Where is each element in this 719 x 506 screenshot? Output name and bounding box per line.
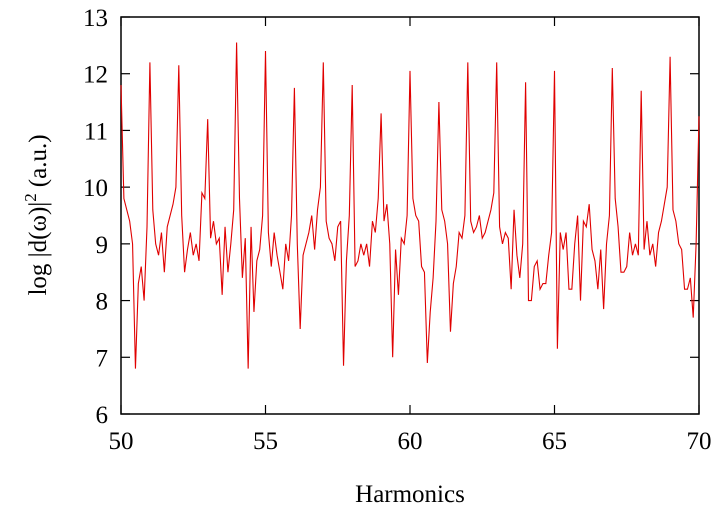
x-axis-label: Harmonics	[355, 481, 465, 506]
series-line-0	[120, 42, 700, 369]
y-tick-label: 9	[96, 232, 109, 259]
y-tick-label: 12	[83, 62, 108, 89]
x-tick-label: 70	[687, 428, 712, 455]
y-axis-label-unit: (a.u.)	[25, 134, 52, 187]
y-tick-label: 7	[96, 345, 109, 372]
y-axis-label-exponent: 2	[21, 193, 40, 202]
series-layer	[120, 42, 700, 369]
y-tick-label: 8	[96, 289, 109, 316]
x-tick-label: 55	[253, 428, 278, 455]
axis-ticks	[120, 16, 700, 415]
y-tick-label: 6	[96, 402, 109, 429]
y-tick-label: 10	[83, 175, 108, 202]
y-tick-label: 13	[83, 5, 108, 32]
y-tick-label: 11	[84, 118, 108, 145]
y-axis-label: log |d(ω)|2 (a.u.)	[21, 134, 52, 295]
x-tick-label: 65	[542, 428, 567, 455]
x-tick-label: 50	[109, 428, 134, 455]
x-tick-label: 60	[398, 428, 423, 455]
tick-labels: 50 55 60 65 70 6 7 8 9 10 11 12 13	[83, 5, 712, 455]
y-axis-label-main: log |d(ω)|	[25, 202, 52, 296]
